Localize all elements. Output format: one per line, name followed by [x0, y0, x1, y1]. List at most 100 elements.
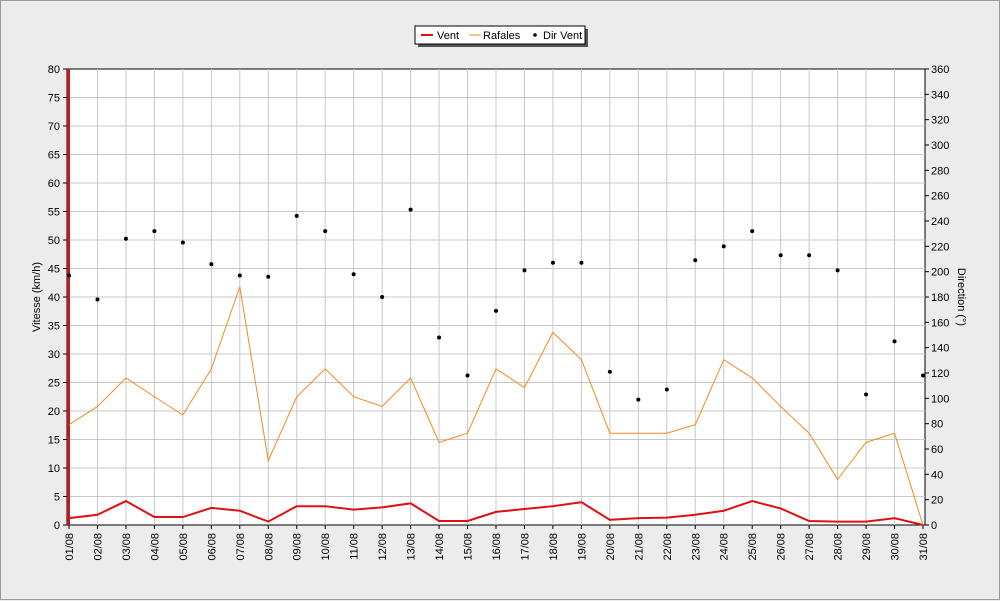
- x-tick-label: 30/08: [890, 533, 902, 561]
- x-tick-label: 02/08: [92, 533, 104, 561]
- point-dir-vent: [266, 275, 270, 279]
- x-tick-label: 12/08: [377, 533, 389, 561]
- point-dir-vent: [921, 374, 925, 378]
- point-dir-vent: [181, 241, 185, 245]
- point-dir-vent: [522, 268, 526, 272]
- x-tick-label: 20/08: [605, 533, 617, 561]
- left-tick-label: 5: [54, 492, 60, 504]
- x-tick-label: 22/08: [662, 533, 674, 561]
- point-dir-vent: [665, 387, 669, 391]
- x-tick-label: 23/08: [690, 533, 702, 561]
- x-tick-label: 28/08: [833, 533, 845, 561]
- right-tick-label: 80: [931, 419, 943, 431]
- x-tick-label: 11/08: [349, 533, 361, 560]
- first-day-marker: [67, 69, 70, 525]
- point-dir-vent: [152, 229, 156, 233]
- legend-rafales-label: Rafales: [483, 30, 521, 42]
- right-tick-label: 280: [931, 165, 949, 177]
- left-tick-label: 10: [48, 463, 60, 475]
- x-tick-label: 15/08: [463, 533, 475, 561]
- right-tick-label: 360: [931, 64, 949, 76]
- left-tick-label: 0: [54, 520, 60, 532]
- x-tick-label: 06/08: [206, 533, 218, 561]
- legend-vent-label: Vent: [437, 30, 459, 42]
- point-dir-vent: [67, 273, 71, 277]
- left-tick-label: 80: [48, 64, 60, 76]
- left-tick-label: 60: [48, 178, 60, 190]
- point-dir-vent: [95, 298, 99, 302]
- left-tick-label: 70: [48, 121, 60, 133]
- x-tick-label: 27/08: [804, 533, 816, 561]
- right-tick-label: 20: [931, 495, 943, 507]
- right-tick-label: 160: [931, 317, 949, 329]
- right-tick-label: 240: [931, 216, 949, 228]
- left-tick-label: 35: [48, 321, 60, 333]
- left-tick-label: 15: [48, 435, 60, 447]
- point-dir-vent: [437, 336, 441, 340]
- right-tick-label: 300: [931, 140, 949, 152]
- left-tick-label: 20: [48, 406, 60, 418]
- x-tick-label: 04/08: [149, 533, 161, 561]
- point-dir-vent: [807, 253, 811, 257]
- x-tick-label: 29/08: [861, 533, 873, 561]
- point-dir-vent: [494, 309, 498, 313]
- left-tick-label: 30: [48, 349, 60, 361]
- x-tick-label: 16/08: [491, 533, 503, 561]
- right-tick-label: 140: [931, 343, 949, 355]
- point-dir-vent: [380, 295, 384, 299]
- x-tick-label: 17/08: [519, 533, 531, 561]
- right-tick-label: 200: [931, 267, 949, 279]
- right-axis-title: Direction (°): [955, 268, 967, 326]
- point-dir-vent: [579, 261, 583, 265]
- x-tick-label: 10/08: [320, 533, 332, 561]
- left-tick-label: 75: [48, 93, 60, 105]
- x-tick-label: 21/08: [633, 533, 645, 561]
- point-dir-vent: [893, 339, 897, 343]
- point-dir-vent: [295, 214, 299, 218]
- x-tick-label: 14/08: [434, 533, 446, 561]
- legend: Vent Rafales Dir Vent: [415, 26, 588, 47]
- x-tick-label: 03/08: [121, 533, 133, 561]
- x-tick-label: 08/08: [263, 533, 275, 561]
- x-tick-label: 18/08: [548, 533, 560, 561]
- point-dir-vent: [466, 374, 470, 378]
- left-tick-label: 40: [48, 292, 60, 304]
- left-axis-title: Vitesse (km/h): [31, 262, 43, 332]
- right-tick-label: 220: [931, 241, 949, 253]
- point-dir-vent: [238, 273, 242, 277]
- point-dir-vent: [750, 229, 754, 233]
- left-tick-label: 50: [48, 235, 60, 247]
- point-dir-vent: [864, 393, 868, 397]
- right-tick-label: 180: [931, 292, 949, 304]
- x-tick-label: 09/08: [292, 533, 304, 561]
- point-dir-vent: [352, 272, 356, 276]
- point-dir-vent: [409, 208, 413, 212]
- point-dir-vent: [779, 253, 783, 257]
- left-tick-label: 65: [48, 150, 60, 162]
- x-tick-label: 26/08: [776, 533, 788, 561]
- right-tick-label: 0: [931, 520, 937, 532]
- right-tick-label: 320: [931, 115, 949, 127]
- point-dir-vent: [608, 370, 612, 374]
- x-tick-label: 05/08: [178, 533, 190, 561]
- point-dir-vent: [551, 261, 555, 265]
- x-tick-label: 25/08: [747, 533, 759, 561]
- right-tick-label: 120: [931, 368, 949, 380]
- point-dir-vent: [323, 229, 327, 233]
- point-dir-vent: [836, 268, 840, 272]
- point-dir-vent: [636, 398, 640, 402]
- x-tick-label: 24/08: [719, 533, 731, 561]
- point-dir-vent: [693, 258, 697, 262]
- point-dir-vent: [124, 237, 128, 241]
- right-tick-label: 40: [931, 469, 943, 481]
- left-tick-label: 55: [48, 207, 60, 219]
- right-axis-ticks: 0204060801001201401601802002202402602803…: [925, 64, 949, 532]
- x-tick-label: 13/08: [406, 533, 418, 561]
- right-tick-label: 60: [931, 444, 943, 456]
- x-tick-label: 07/08: [235, 533, 247, 561]
- point-dir-vent: [722, 244, 726, 248]
- left-tick-label: 25: [48, 378, 60, 390]
